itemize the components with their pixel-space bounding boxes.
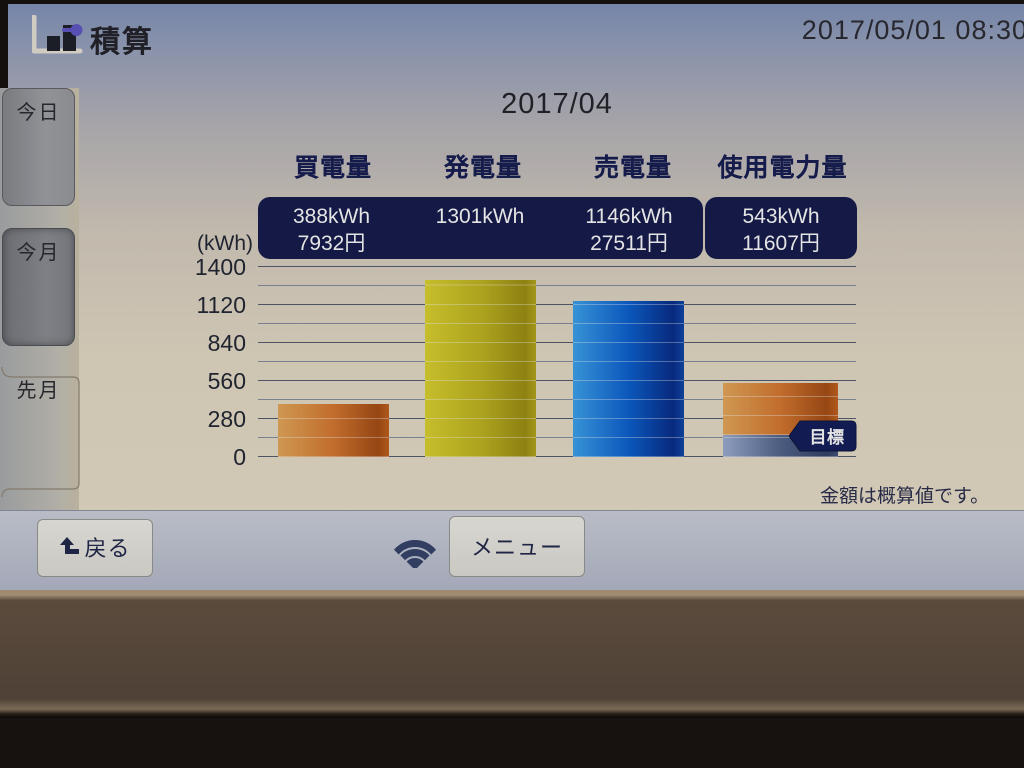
svg-text:目標: 目標 <box>810 427 845 447</box>
